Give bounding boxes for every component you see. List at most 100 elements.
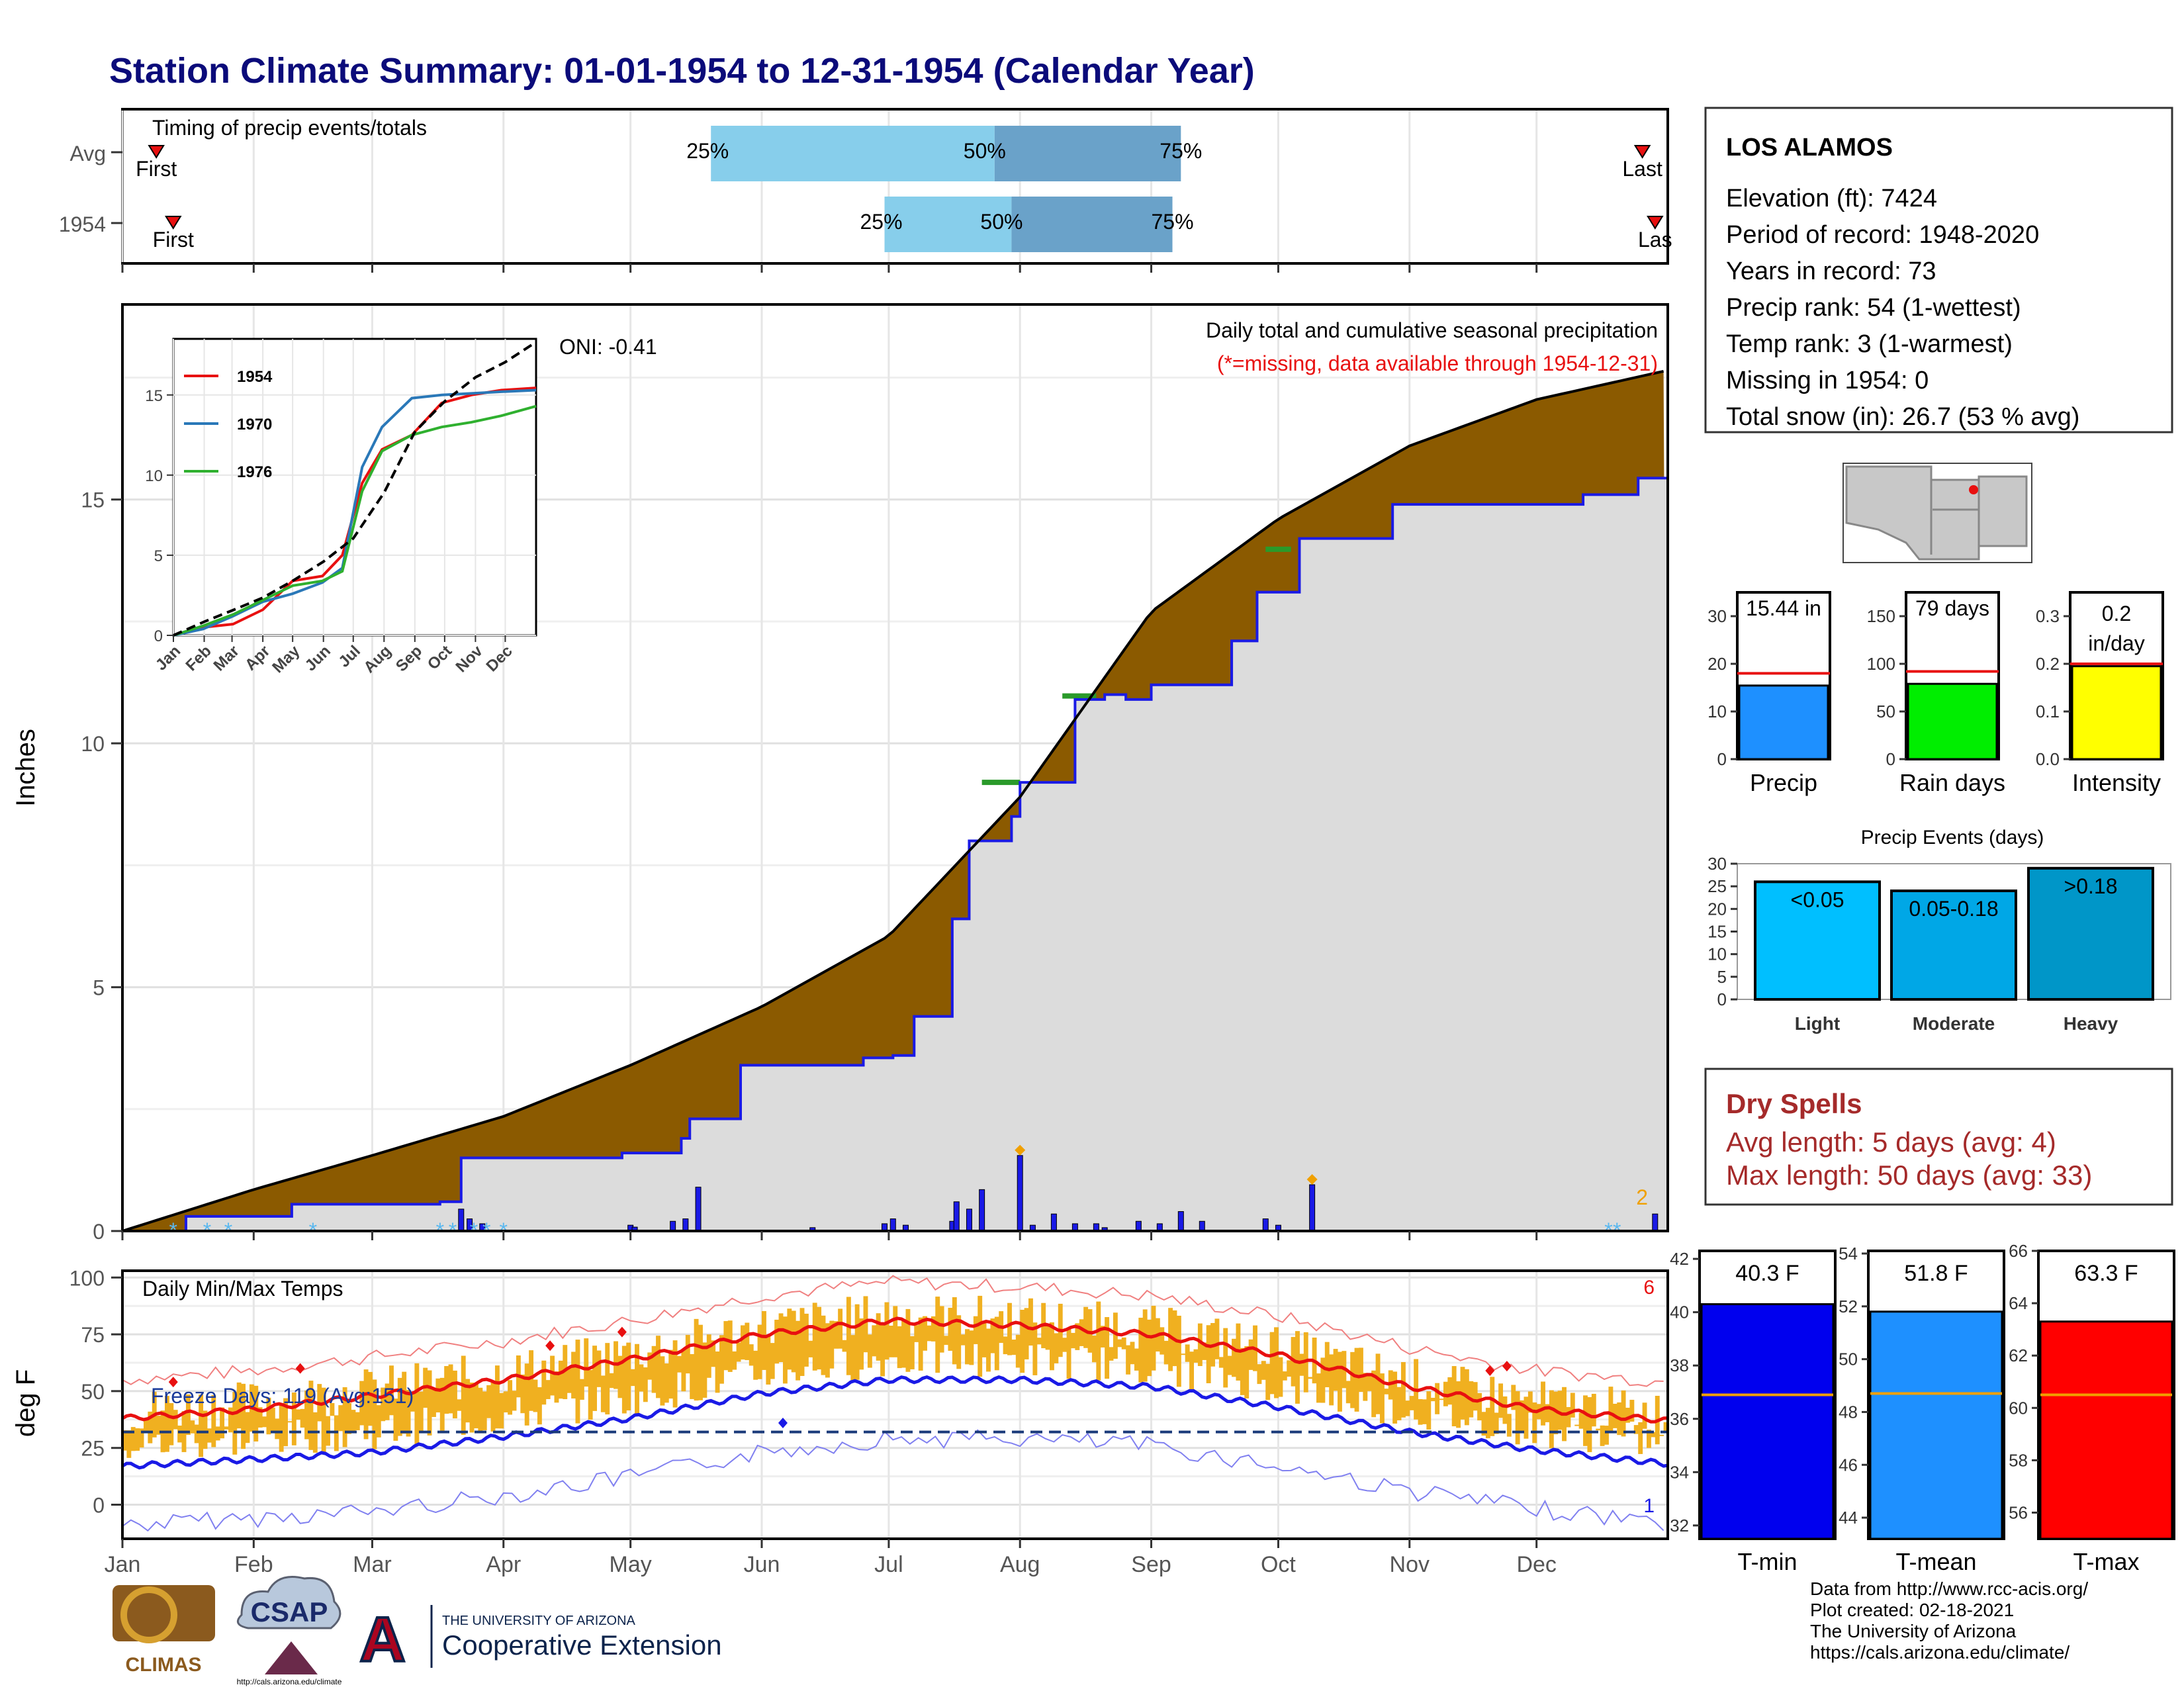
dry-spells-box: Dry Spells Avg length: 5 days (avg: 4) M… [1704, 1068, 2173, 1206]
temp-bar-tick-label: 40 [1670, 1303, 1689, 1322]
daily-temp-range-bar [1545, 1404, 1550, 1422]
daily-temp-range-bar [1333, 1349, 1338, 1391]
month-label: Feb [234, 1552, 273, 1577]
station-info-line: Elevation (ft): 7424 [1726, 185, 1937, 212]
inset-y-tick-label: 15 [145, 387, 163, 405]
daily-temp-range-bar [1430, 1397, 1435, 1402]
record-high-marker-icon [545, 1340, 555, 1351]
timing-label-50: 50% [964, 139, 1006, 163]
daily-temp-range-bar [969, 1330, 974, 1365]
daily-temp-range-bar [130, 1427, 136, 1451]
logos: CLIMAS CSAP http://cals.arizona.edu/clim… [113, 1576, 722, 1686]
daily-temp-range-bar [600, 1375, 606, 1412]
daily-temp-range-bar [435, 1378, 441, 1413]
daily-temp-range-bar [1248, 1339, 1253, 1370]
daily-temp-range-bar [592, 1346, 597, 1411]
daily-temp-range-bar [681, 1349, 686, 1392]
events-tick-label: 20 [1707, 899, 1727, 919]
daily-temp-range-bar [126, 1430, 132, 1458]
daily-temp-range-bar [1100, 1326, 1105, 1348]
daily-temp-range-bar [1553, 1391, 1559, 1435]
daily-temp-range-bar [778, 1313, 784, 1363]
daily-temp-range-bar [1126, 1345, 1131, 1375]
daily-temp-range-bar [854, 1304, 860, 1380]
daily-temp-range-bar [1456, 1381, 1461, 1428]
daily-temp-range-bar [1121, 1337, 1126, 1349]
daily-precip-bar [1135, 1220, 1142, 1232]
state-shapes [1845, 465, 2028, 561]
daily-temp-range-bar [1079, 1319, 1084, 1346]
daily-temp-range-bar [1473, 1382, 1478, 1411]
mini-bar-chart-0: 15.44 in 0 10 20 30 Precip [1707, 591, 1831, 796]
daily-temp-range-bar [931, 1316, 936, 1342]
temp-bar-tick-label: 56 [2009, 1502, 2028, 1522]
daily-temp-range-bar [948, 1307, 953, 1351]
daily-temp-range-bar [867, 1334, 872, 1368]
daily-temp-range-bar [291, 1393, 296, 1445]
daily-temp-range-bar [482, 1391, 487, 1431]
daily-temp-range-bar [821, 1315, 826, 1375]
ua-a-logo-icon: A [359, 1604, 405, 1675]
csap-cloud-icon [236, 1576, 341, 1629]
climas-logo-ring [120, 1586, 177, 1643]
daily-temp-range-bar [1384, 1389, 1389, 1394]
mini-bar-tick-label: 0 [1717, 749, 1727, 769]
above-average-patch [1265, 546, 1291, 552]
timing-row-label-year: 1954 [59, 212, 106, 236]
daily-temp-range-bar [148, 1411, 153, 1443]
mini-bar-label: Rain days [1899, 769, 2005, 796]
daily-temp-range-bar [473, 1383, 478, 1429]
month-label: May [610, 1552, 652, 1577]
daily-temp-range-bar [1426, 1391, 1432, 1430]
daily-temp-range-bar [1638, 1422, 1643, 1454]
above-average-patch [981, 780, 1021, 786]
daily-temp-range-bar [550, 1355, 555, 1396]
daily-temp-range-bar [1176, 1315, 1181, 1387]
daily-temp-range-bar [169, 1403, 174, 1445]
credit-line: The University of Arizona [1810, 1621, 2017, 1641]
inset-y-tick-label: 0 [154, 627, 163, 645]
daily-temp-range-bar [812, 1303, 817, 1371]
record-precip-marker-icon [1306, 1174, 1318, 1185]
daily-temp-range-bar [605, 1343, 610, 1415]
station-info-line: Missing in 1954: 0 [1726, 367, 1929, 394]
station-info-line: Period of record: 1948-2020 [1726, 221, 2039, 249]
main-legend-missing: (*=missing, data available through 1954-… [1217, 351, 1658, 375]
station-lines: Elevation (ft): 7424 Period of record: 19… [1726, 185, 2079, 431]
daily-temp-range-bar [275, 1418, 280, 1440]
daily-temp-range-bar [723, 1321, 729, 1371]
daily-temp-range-bar [177, 1426, 183, 1443]
temp-plot-axes: 0 25 50 75 100 [69, 1266, 122, 1518]
daily-temp-range-bar [1604, 1426, 1609, 1445]
events-tick-label: 10 [1707, 944, 1727, 964]
daily-temp-range-bar [944, 1336, 948, 1346]
daily-temp-range-bar [960, 1334, 966, 1346]
daily-temp-range-bar [1549, 1390, 1554, 1449]
last-event-marker-icon [1647, 216, 1664, 230]
daily-temp-range-bar [626, 1342, 631, 1411]
daily-temp-range-bar [677, 1355, 682, 1373]
daily-temp-range-bar [376, 1405, 381, 1438]
daily-temp-range-bar [1363, 1373, 1368, 1401]
daily-temp-range-bar [1160, 1327, 1165, 1355]
timing-row-label-avg: Avg [69, 142, 106, 165]
daily-temp-range-bar [1375, 1353, 1381, 1414]
daily-temp-range-bar [706, 1334, 711, 1378]
daily-temp-range-bar [850, 1335, 856, 1381]
daily-temp-range-bar [859, 1318, 864, 1370]
daily-temp-range-bar [596, 1350, 602, 1387]
daily-temp-range-bar [1367, 1375, 1372, 1391]
daily-temp-range-bar [630, 1369, 635, 1387]
daily-temp-range-bar [990, 1318, 995, 1353]
daily-temp-range-bar [372, 1379, 377, 1449]
oni-annotation: ONI: -0.41 [559, 335, 657, 359]
inset-series-line-1976 [173, 404, 537, 637]
daily-precip-bar [1199, 1220, 1205, 1232]
climas-logo-text: CLIMAS [126, 1654, 202, 1676]
daily-temp-range-bar [385, 1383, 390, 1420]
month-label: Oct [1261, 1552, 1296, 1577]
mini-bar-tick-label: 100 [1867, 654, 1895, 674]
daily-temp-range-bar [791, 1310, 796, 1373]
daily-temp-range-bar [236, 1382, 242, 1429]
